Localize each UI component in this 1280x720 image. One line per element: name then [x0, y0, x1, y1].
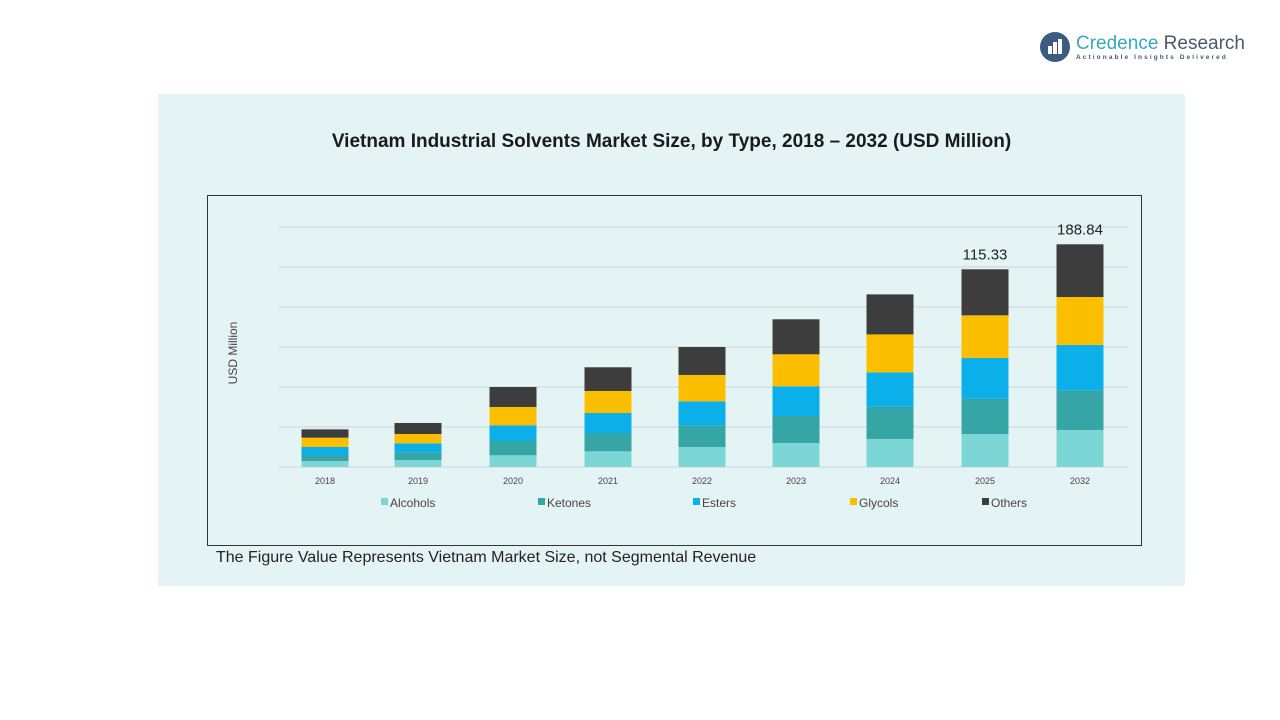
bar-segment-others [772, 319, 820, 355]
y-axis-label: USD Million [226, 322, 240, 385]
bar-segment-glycols [772, 354, 820, 387]
x-tick-label: 2020 [503, 476, 523, 486]
bar-segment-ketones [961, 398, 1009, 435]
bar-segment-glycols [584, 390, 632, 413]
legend-label: Others [991, 496, 1027, 510]
credence-research-logo: Credence Research Actionable Insights De… [1040, 32, 1245, 62]
bar-segment-alcohols [961, 434, 1009, 467]
legend-label: Esters [702, 496, 736, 510]
legend-label: Alcohols [390, 496, 435, 510]
bar-segment-alcohols [678, 446, 726, 467]
bar-segment-others [961, 269, 1009, 316]
total-label: 115.33 [963, 246, 1008, 263]
bar-segment-glycols [301, 437, 349, 447]
bar-segment-others [866, 294, 914, 335]
bar-segment-esters [678, 401, 726, 426]
bar-segment-others [394, 422, 442, 435]
bar-segment-alcohols [489, 455, 537, 467]
logo-icon [1040, 32, 1070, 62]
bar-segment-ketones [301, 455, 349, 462]
bar-segment-ketones [772, 416, 820, 444]
bar-segment-esters [866, 372, 914, 407]
bar-segment-others [301, 429, 349, 438]
bar-segment-alcohols [301, 461, 349, 467]
bar-segment-others [1056, 244, 1104, 297]
bar-segment-glycols [489, 406, 537, 426]
x-tick-label: 2021 [598, 476, 618, 486]
bar-segment-glycols [1056, 296, 1104, 345]
bar-segment-alcohols [394, 460, 442, 467]
legend-label: Glycols [859, 496, 898, 510]
bar-segment-ketones [1056, 390, 1104, 431]
x-tick-label: 2025 [975, 476, 995, 486]
logo-name-2: Research [1163, 32, 1245, 54]
bar-segment-glycols [394, 434, 442, 444]
bar-segment-esters [584, 412, 632, 433]
bar-segment-alcohols [866, 438, 914, 467]
x-tick-label: 2019 [408, 476, 428, 486]
bar-segment-ketones [584, 432, 632, 452]
bar-segment-ketones [866, 406, 914, 439]
chart-title: Vietnam Industrial Solvents Market Size,… [331, 131, 1012, 152]
bar-segment-ketones [678, 425, 726, 447]
bar-segment-alcohols [584, 451, 632, 467]
footnote: The Figure Value Represents Vietnam Mark… [216, 549, 757, 566]
bar-segment-alcohols [772, 443, 820, 467]
bar-segment-esters [961, 358, 1009, 399]
bar-segment-esters [394, 443, 442, 453]
legend-label: Ketones [547, 496, 591, 510]
x-tick-label: 2032 [1070, 476, 1090, 486]
bar-segment-glycols [866, 334, 914, 373]
bar-segment-esters [1056, 344, 1104, 391]
bar-segment-others [584, 367, 632, 391]
legend-swatch [693, 498, 700, 505]
legend-swatch [982, 498, 989, 505]
bar-segment-esters [489, 425, 537, 441]
logo-tagline: Actionable Insights Delivered [1076, 53, 1228, 61]
bar-segment-others [489, 386, 537, 407]
bar-segment-others [678, 346, 726, 375]
legend-swatch [850, 498, 857, 505]
total-label: 188.84 [1057, 221, 1103, 238]
logo-name-1: Credence [1076, 32, 1159, 54]
bar-segment-glycols [678, 374, 726, 402]
legend-swatch [381, 498, 388, 505]
x-tick-label: 2022 [692, 476, 712, 486]
chart-panel [158, 94, 1185, 586]
x-tick-label: 2024 [880, 476, 900, 486]
bar-segment-esters [301, 446, 349, 456]
bar-segment-ketones [489, 440, 537, 456]
bar-segment-glycols [961, 315, 1009, 359]
bar-segment-ketones [394, 452, 442, 461]
logo-name: Credence Research [1076, 32, 1245, 54]
x-tick-label: 2023 [786, 476, 806, 486]
chart-frame [207, 195, 1142, 546]
legend-swatch [538, 498, 545, 505]
x-tick-label: 2018 [315, 476, 335, 486]
bar-segment-esters [772, 386, 820, 417]
bar-segment-alcohols [1056, 430, 1104, 467]
